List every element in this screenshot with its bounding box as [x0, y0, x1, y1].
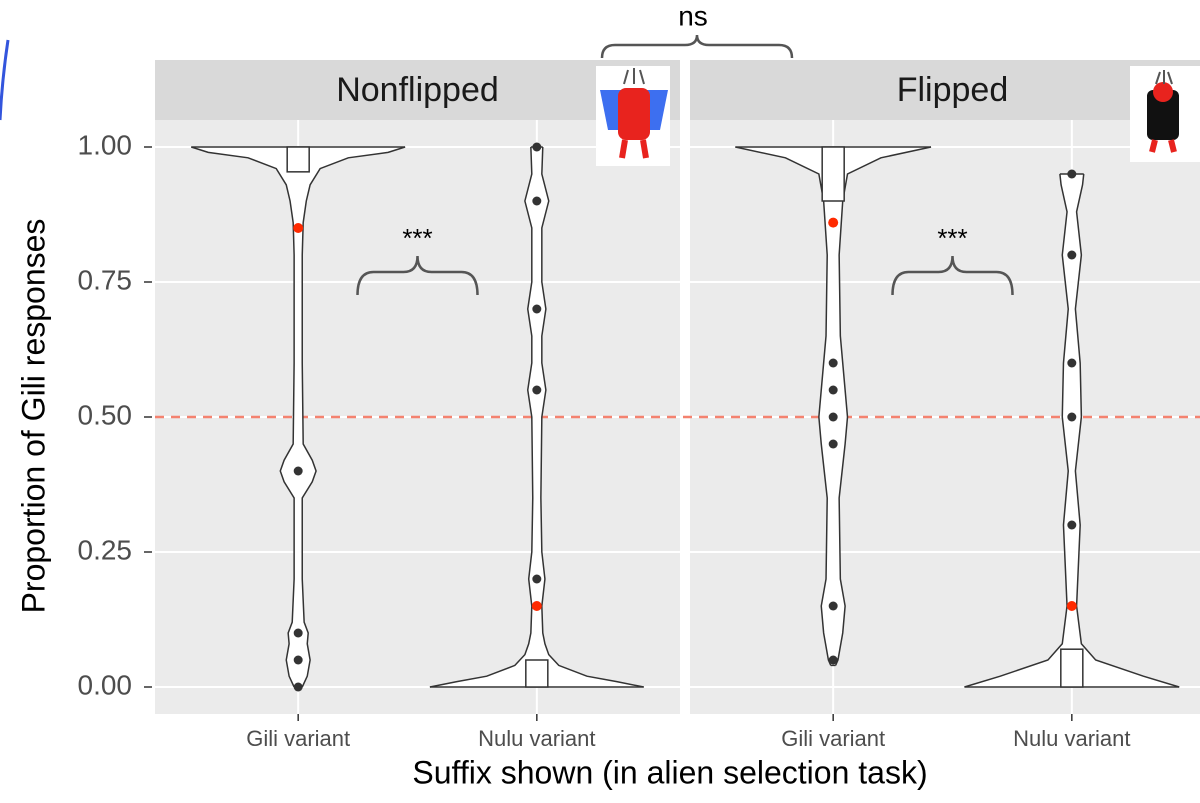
- point: [1067, 359, 1076, 368]
- point: [294, 467, 303, 476]
- x-tick-label: Gili variant: [246, 726, 350, 751]
- x-tick-label: Nulu variant: [478, 726, 595, 751]
- point: [829, 386, 838, 395]
- point: [294, 683, 303, 692]
- x-tick-label: Gili variant: [781, 726, 885, 751]
- point: [829, 602, 838, 611]
- mean-point: [1067, 601, 1077, 611]
- point: [532, 575, 541, 584]
- point: [532, 143, 541, 152]
- box: [822, 147, 844, 201]
- annotation: ns: [678, 0, 708, 31]
- point: [294, 656, 303, 665]
- box: [526, 660, 548, 687]
- point: [294, 629, 303, 638]
- point: [1067, 413, 1076, 422]
- decoration: [0, 40, 8, 120]
- x-axis-title: Suffix shown (in alien selection task): [412, 754, 927, 790]
- mean-point: [532, 601, 542, 611]
- x-tick-label: Nulu variant: [1013, 726, 1130, 751]
- box: [287, 147, 309, 172]
- y-tick-label: 0.50: [78, 399, 133, 430]
- mean-point: [293, 223, 303, 233]
- box: [1061, 649, 1083, 687]
- point: [1067, 251, 1076, 260]
- annotation: ***: [402, 223, 432, 253]
- point: [829, 440, 838, 449]
- point: [1067, 170, 1076, 179]
- chart: ns 0.00 0.25 0.50 0.75 1.00 Nonflipped Flipped…: [0, 0, 1200, 798]
- point: [532, 386, 541, 395]
- y-axis-title: Proportion of Gili responses: [15, 219, 51, 614]
- panel-title: Flipped: [897, 71, 1009, 109]
- mean-point: [828, 218, 838, 228]
- alien-icon: [596, 66, 670, 166]
- page: {"chart_data": { "type": "violin", "ylab…: [0, 0, 1200, 798]
- point: [829, 359, 838, 368]
- point: [1067, 521, 1076, 530]
- point: [532, 305, 541, 314]
- y-tick-label: 0.25: [78, 534, 133, 565]
- y-tick-label: 1.00: [78, 129, 133, 160]
- alien-icon: [1130, 66, 1200, 162]
- annotation: ***: [937, 223, 967, 253]
- y-tick-label: 0.00: [78, 669, 133, 700]
- point: [829, 413, 838, 422]
- brace: [602, 35, 792, 58]
- panel-title: Nonflipped: [336, 71, 499, 109]
- point: [532, 197, 541, 206]
- y-tick-label: 0.75: [78, 264, 133, 295]
- point: [829, 656, 838, 665]
